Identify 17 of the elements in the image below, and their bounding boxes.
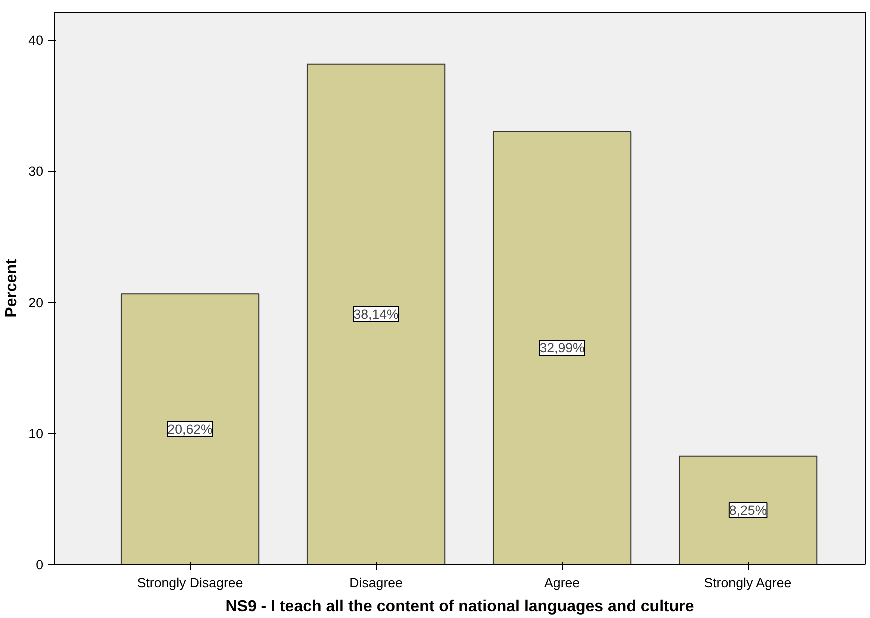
y-tick-label: 40 bbox=[28, 33, 44, 48]
x-tick-label: Disagree bbox=[350, 576, 403, 590]
bar bbox=[678, 456, 818, 564]
x-tick-label: Strongly Agree bbox=[704, 576, 792, 590]
bar bbox=[492, 131, 632, 564]
y-tick-label: 30 bbox=[28, 164, 44, 180]
x-tick-label: Strongly Disagree bbox=[137, 576, 244, 590]
y-tick-label: 20 bbox=[28, 295, 44, 310]
bar bbox=[120, 294, 260, 564]
bar bbox=[306, 64, 446, 564]
x-tick-label: Agree bbox=[544, 576, 580, 590]
data-label: 20,62% bbox=[168, 422, 214, 437]
data-label: 38,14% bbox=[354, 306, 400, 322]
y-tick-label: 0 bbox=[36, 558, 44, 572]
y-tick-label: 10 bbox=[28, 426, 44, 442]
y-axis-title: Percent bbox=[4, 258, 21, 318]
x-axis-title: NS9 - I teach all the content of national languages and culture bbox=[226, 598, 694, 616]
